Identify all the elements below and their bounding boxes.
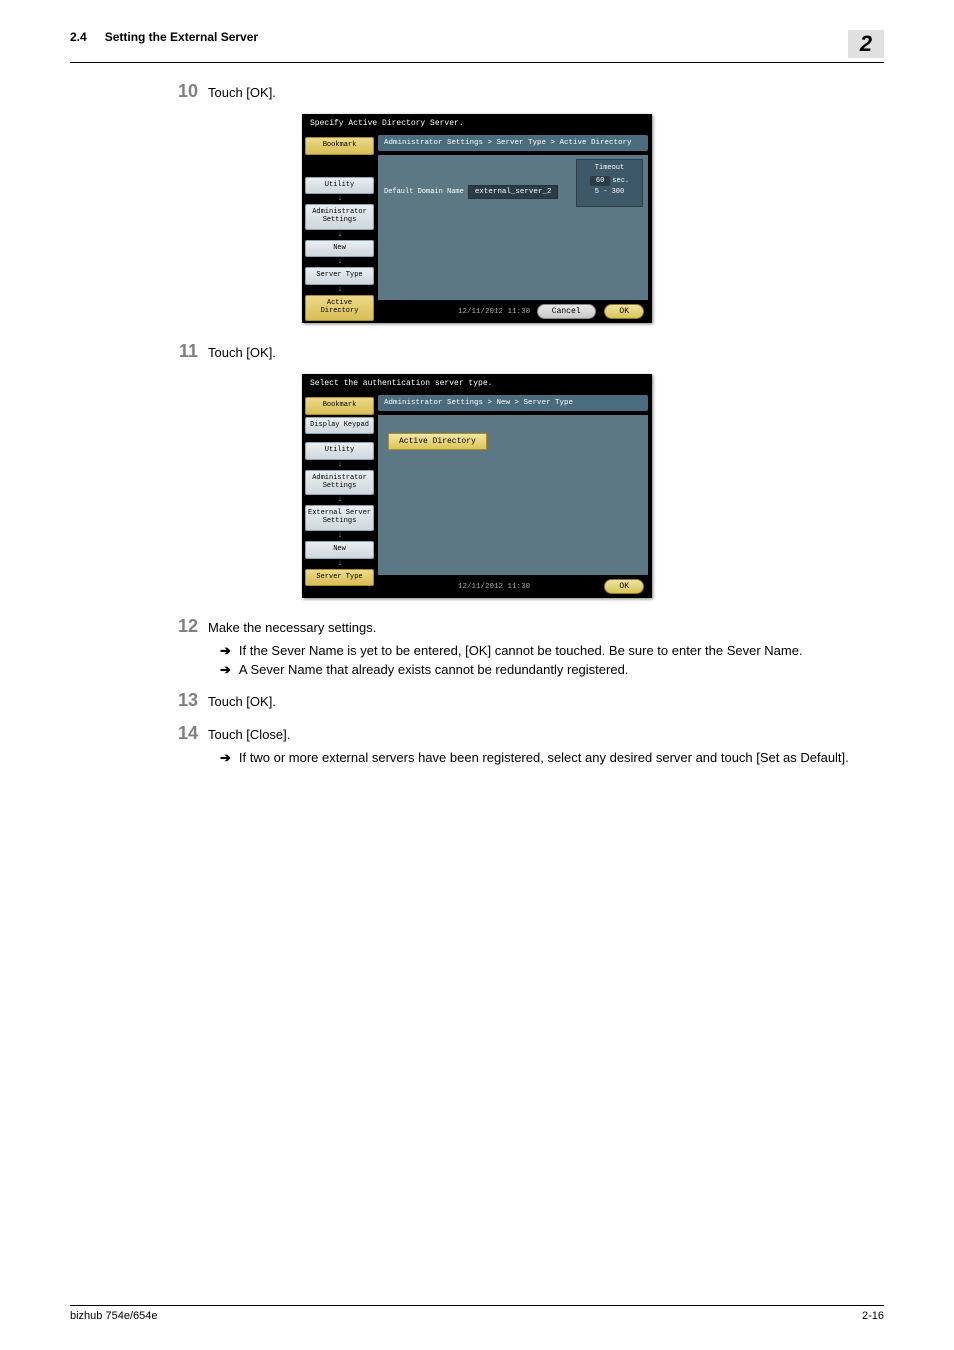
cancel-button[interactable]: Cancel — [537, 304, 596, 319]
sidebar-active-directory-btn[interactable]: Active Directory — [305, 295, 374, 320]
sidebar-server-type-btn[interactable]: Server Type — [305, 267, 374, 285]
step-number: 12 — [158, 616, 198, 637]
default-domain-label: Default Domain Name — [384, 188, 464, 196]
arrow-icon: ➔ — [220, 643, 231, 659]
sidebar-utility-btn[interactable]: Utility — [305, 442, 374, 460]
timeout-label: Timeout — [582, 164, 637, 172]
step-number: 10 — [158, 81, 198, 102]
screenshot-server-type: Select the authentication server type. B… — [302, 374, 652, 598]
step-number: 14 — [158, 723, 198, 744]
step-text: Touch [OK]. — [208, 85, 276, 100]
sidebar-external-server-btn[interactable]: External Server Settings — [305, 505, 374, 530]
step-text: Touch [OK]. — [208, 694, 276, 709]
sidebar-bookmark-btn[interactable]: Bookmark — [305, 137, 374, 155]
footer-rule — [70, 1305, 884, 1306]
sidebar-arrow-icon: ↓ — [302, 561, 378, 567]
sidebar-utility-btn[interactable]: Utility — [305, 177, 374, 195]
footer-page-number: 2-16 — [862, 1310, 884, 1322]
step-number: 13 — [158, 690, 198, 711]
sidebar-arrow-icon: ↓ — [302, 287, 378, 293]
screenshot-active-directory: Specify Active Directory Server. Bookmar… — [302, 114, 652, 323]
step-text: Make the necessary settings. — [208, 620, 376, 635]
arrow-icon: ➔ — [220, 662, 231, 678]
timeout-range: 5 - 300 — [582, 188, 637, 196]
sidebar-admin-settings-btn[interactable]: Administrator Settings — [305, 470, 374, 495]
footer-product: bizhub 754e/654e — [70, 1310, 157, 1322]
header-rule — [70, 62, 884, 63]
screen-header-text: Select the authentication server type. — [302, 374, 652, 393]
substep-text: A Sever Name that already exists cannot … — [239, 662, 629, 678]
sidebar-arrow-icon: ↓ — [302, 533, 378, 539]
screen-header-text: Specify Active Directory Server. — [302, 114, 652, 133]
arrow-icon: ➔ — [220, 750, 231, 766]
sidebar-arrow-icon: ↓ — [302, 232, 378, 238]
substep-text: If two or more external servers have bee… — [239, 750, 849, 766]
timestamp: 12/11/2012 11:30 — [458, 308, 530, 316]
section-title: Setting the External Server — [105, 30, 848, 44]
sidebar-bookmark-btn[interactable]: Bookmark — [305, 397, 374, 415]
sidebar-arrow-icon: ↓ — [302, 497, 378, 503]
default-domain-field[interactable]: external_server_2 — [468, 185, 559, 199]
timeout-value[interactable]: 60 — [590, 176, 610, 186]
step-text: Touch [OK]. — [208, 345, 276, 360]
timestamp: 12/11/2012 11:30 — [458, 583, 530, 591]
chapter-number-box: 2 — [848, 30, 884, 58]
timeout-panel: Timeout 60sec. 5 - 300 — [576, 159, 643, 207]
step-text: Touch [Close]. — [208, 727, 290, 742]
sidebar-new-btn[interactable]: New — [305, 240, 374, 258]
section-number: 2.4 — [70, 30, 87, 44]
sidebar-server-type-btn[interactable]: Server Type — [305, 569, 374, 587]
sidebar-arrow-icon: ↓ — [302, 196, 378, 202]
sidebar-arrow-icon: ↓ — [302, 462, 378, 468]
active-directory-option-btn[interactable]: Active Directory — [388, 433, 487, 450]
ok-button[interactable]: OK — [604, 304, 644, 319]
breadcrumb-banner: Administrator Settings > Server Type > A… — [378, 135, 648, 151]
timeout-unit: sec. — [612, 177, 629, 185]
breadcrumb-banner: Administrator Settings > New > Server Ty… — [378, 395, 648, 411]
sidebar-new-btn[interactable]: New — [305, 541, 374, 559]
sidebar-display-keypad-btn[interactable]: Display Keypad — [305, 417, 374, 435]
sidebar-arrow-icon: ↓ — [302, 259, 378, 265]
ok-button[interactable]: OK — [604, 579, 644, 594]
step-number: 11 — [158, 341, 198, 362]
sidebar-admin-settings-btn[interactable]: Administrator Settings — [305, 204, 374, 229]
substep-text: If the Sever Name is yet to be entered, … — [239, 643, 803, 659]
